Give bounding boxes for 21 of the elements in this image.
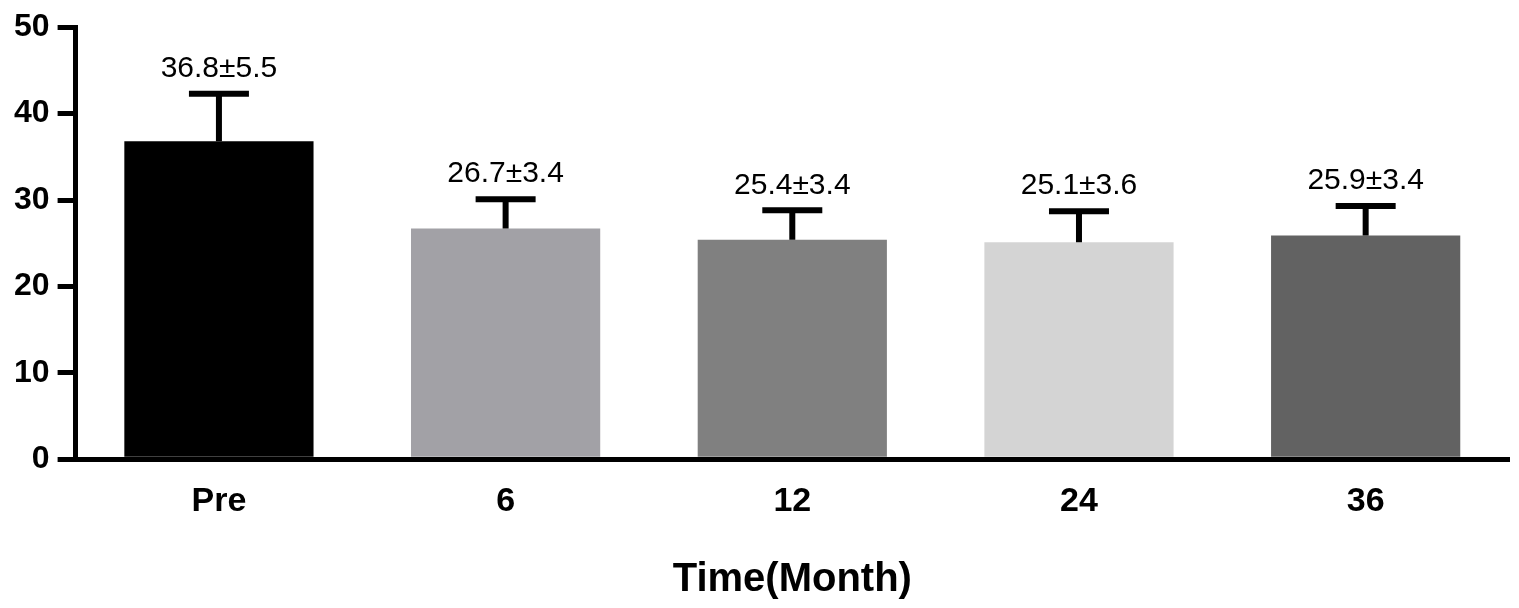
data-label: 26.7±3.4 (447, 155, 564, 189)
y-tick-label: 50 (14, 7, 50, 44)
bar (984, 242, 1174, 457)
y-tick-label: 10 (14, 352, 50, 389)
y-tick-label: 40 (14, 93, 50, 130)
y-tick-label: 20 (14, 266, 50, 303)
bar (697, 239, 887, 457)
y-tick-label: 0 (31, 439, 50, 476)
y-tick-label: 30 (14, 179, 50, 216)
data-label: 25.4±3.4 (734, 166, 851, 200)
x-axis-title: Time(Month) (672, 555, 912, 600)
x-tick-label: 36 (1346, 479, 1385, 518)
data-label: 36.8±5.5 (160, 49, 278, 83)
x-tick-label: 12 (773, 479, 812, 518)
x-tick-label: 6 (496, 479, 516, 518)
bar (411, 228, 601, 457)
data-label: 25.1±3.6 (1020, 167, 1138, 201)
x-tick-label: Pre (191, 479, 247, 518)
bar (1271, 235, 1461, 457)
data-label: 25.9±3.4 (1307, 162, 1424, 196)
x-tick-label: 24 (1060, 479, 1098, 518)
